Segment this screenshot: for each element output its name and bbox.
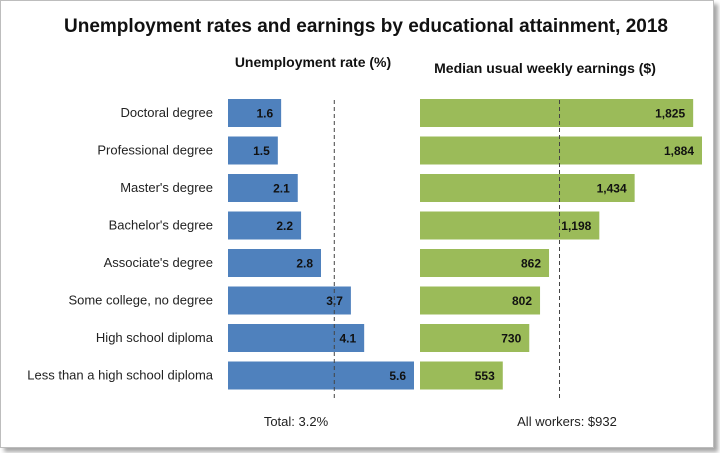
unemployment-bar [228,324,365,352]
earnings-reference-label: All workers: $932 [517,414,617,429]
earnings-bar [420,174,635,202]
category-label: Bachelor's degree [109,218,213,233]
earnings-value-label: 1,434 [597,182,627,196]
unemployment-bar [228,249,321,277]
earnings-bar [420,249,550,277]
earnings-value-label: 802 [512,294,532,308]
category-label: Doctoral degree [121,105,214,120]
category-label: Associate's degree [104,255,213,270]
earnings-value-label: 862 [521,257,541,271]
earnings-value-label: 553 [475,369,495,383]
unemployment-value-label: 5.6 [389,369,406,383]
unemployment-value-label: 2.2 [276,219,293,233]
category-label: Professional degree [97,143,213,158]
earnings-value-label: 1,198 [561,219,591,233]
earnings-bar [420,324,530,352]
unemployment-value-label: 4.1 [339,332,356,346]
unemployment-value-label: 2.8 [296,257,313,271]
unemployment-bar [228,286,351,315]
unemployment-bar [228,361,414,390]
earnings-panel-title: Median usual weekly earnings ($) [434,60,656,76]
category-label: Some college, no degree [68,293,213,308]
unemployment-bar [228,174,298,202]
unemployment-value-label: 3.7 [326,294,343,308]
earnings-bar [420,361,503,390]
unemployment-value-label: 1.6 [256,107,273,121]
earnings-value-label: 1,884 [664,144,694,158]
unemployment-value-label: 2.1 [273,182,290,196]
category-label: Less than a high school diploma [27,368,214,383]
unemployment-bar [228,136,278,165]
unemployment-value-label: 1.5 [253,144,270,158]
earnings-bar [420,211,600,240]
unemployment-bar [228,211,302,240]
category-label: Master's degree [120,180,213,195]
earnings-bar [420,136,702,165]
unemployment-bar [228,99,282,127]
category-label: High school diploma [96,330,214,345]
chart-title: Unemployment rates and earnings by educa… [64,16,668,37]
unemployment-panel-title: Unemployment rate (%) [235,54,391,70]
earnings-value-label: 1,825 [655,107,685,121]
earnings-value-label: 730 [501,332,521,346]
earnings-bar [420,286,541,315]
unemployment-reference-label: Total: 3.2% [264,414,329,429]
earnings-bar [420,99,694,127]
